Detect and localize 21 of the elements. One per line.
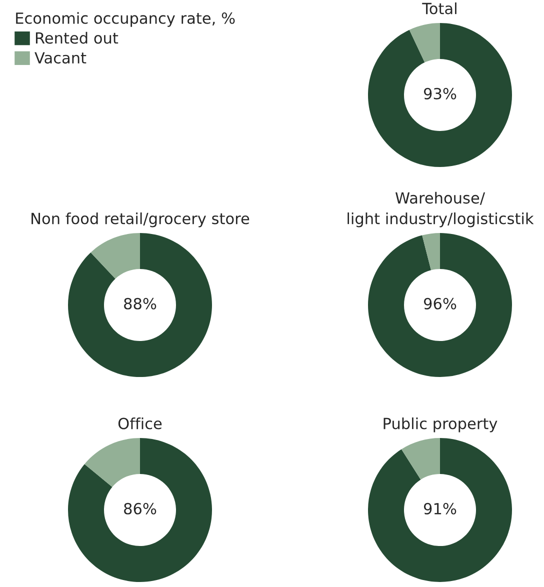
legend-title: Economic occupancy rate, % bbox=[16, 12, 235, 27]
chart-title: Warehouse/ light industry/logisticstik bbox=[348, 192, 534, 228]
donut-slice bbox=[368, 438, 512, 582]
chart-title: Total bbox=[422, 2, 456, 14]
donut-slice bbox=[68, 438, 212, 582]
donut-slice bbox=[68, 233, 212, 377]
donut-slice bbox=[368, 233, 512, 377]
legend-label: Vacant bbox=[34, 52, 86, 64]
chart-title: Office bbox=[118, 417, 162, 430]
chart-title: Public property bbox=[384, 417, 498, 432]
data-label: 96% bbox=[424, 298, 456, 310]
chart-title: Non food retail/grocery store bbox=[32, 212, 250, 228]
legend-label: Rented out bbox=[36, 32, 118, 44]
data-label: 86% bbox=[124, 502, 156, 514]
donut-slice bbox=[84, 438, 140, 488]
donut-slice bbox=[422, 233, 440, 270]
donut-slice bbox=[401, 438, 440, 480]
data-label: 93% bbox=[424, 88, 456, 100]
data-label: 88% bbox=[124, 298, 156, 310]
data-label: 91% bbox=[424, 502, 456, 514]
donut-slice bbox=[90, 233, 140, 279]
